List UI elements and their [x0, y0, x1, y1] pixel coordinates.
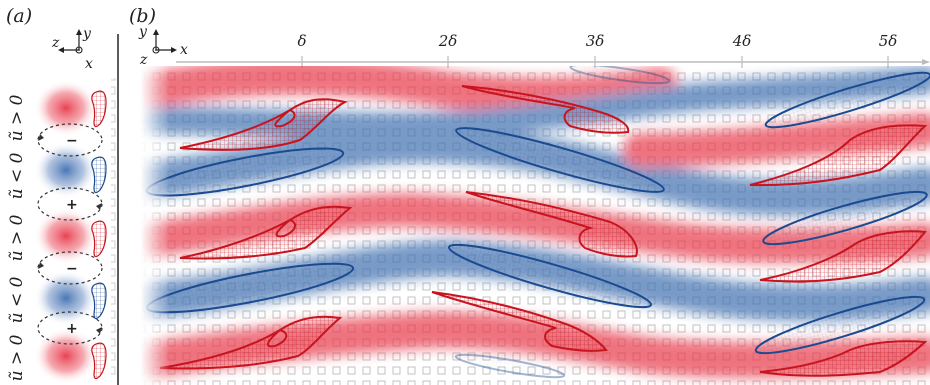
panel-b-y-label: y	[138, 24, 148, 40]
positive-band	[140, 66, 678, 114]
panel-a-negative-region	[34, 142, 98, 198]
panel-a-streak-shape	[91, 220, 107, 258]
panel-a-region-label: ũ > 0	[7, 334, 27, 381]
negative-structure	[754, 295, 926, 355]
panel-a-sign-plus: +	[66, 197, 78, 213]
positive-structures	[159, 85, 928, 377]
positive-structure	[179, 98, 348, 151]
panel-a-positive-region	[34, 208, 98, 264]
panel-a-streak-shape	[91, 282, 107, 320]
panel-a-negative-region	[34, 270, 98, 326]
panel-b: (b) y z x δ 2δ 3δ 4δ 5δ	[129, 5, 930, 385]
panel-b-streamwise-axis: δ 2δ 3δ 4δ 5δ	[176, 32, 930, 68]
panel-a-sign-plus: +	[66, 321, 78, 337]
panel-b-axis-glyph: y z x	[138, 24, 188, 68]
panel-b-x-label: x	[180, 42, 188, 58]
panel-b-z-label: z	[139, 52, 148, 68]
panel-a: (a) y z x	[6, 5, 119, 385]
panel-a-sign-minus: −	[66, 133, 78, 149]
negative-structure	[762, 190, 928, 246]
negative-structure	[569, 66, 671, 85]
panel-a-sign-minus: −	[66, 261, 78, 277]
tick-label: 3δ	[586, 32, 605, 50]
negative-structure	[764, 71, 930, 129]
panel-a-streak-shape	[91, 90, 107, 128]
tick-label: 2δ	[438, 32, 458, 50]
positive-structure	[759, 230, 927, 283]
panel-a-vortices	[37, 123, 103, 345]
negative-structure	[448, 243, 652, 309]
panel-b-left-fade	[140, 66, 170, 385]
panel-a-streak-shape	[91, 156, 107, 194]
panel-a-y-label: y	[82, 26, 92, 42]
panel-b-label: (b)	[129, 5, 156, 27]
positive-structure	[179, 205, 353, 260]
negative-structure	[454, 353, 566, 379]
panel-a-roughness	[111, 78, 117, 378]
positive-structure	[759, 340, 928, 377]
panel-a-streak-shape	[91, 342, 107, 380]
panel-a-vortex-arrows	[38, 134, 102, 334]
panel-a-z-label: z	[51, 35, 60, 51]
panel-a-region-label: ũ < 0	[7, 152, 27, 199]
panel-a-region-label: ũ > 0	[7, 94, 27, 141]
positive-band	[140, 192, 930, 263]
panel-a-positive-region	[34, 328, 98, 384]
positive-structure	[461, 85, 630, 134]
panel-a-region-label: ũ > 0	[7, 214, 27, 261]
positive-structure	[749, 124, 928, 187]
positive-structure	[465, 191, 638, 258]
panel-a-region-label: ũ < 0	[7, 276, 27, 323]
tick-label: 4δ	[732, 32, 752, 50]
panel-a-axis-glyph: y z x	[51, 26, 93, 72]
negative-structures	[145, 66, 930, 379]
negative-structure	[455, 127, 665, 193]
positive-structure	[159, 315, 343, 370]
positive-structure	[431, 291, 608, 352]
panel-a-x-label: x	[85, 56, 93, 72]
tick-label: δ	[297, 32, 306, 50]
tick-label: 5δ	[879, 32, 898, 50]
panel-a-label: (a)	[6, 5, 32, 27]
panel-a-positive-region	[34, 80, 98, 136]
